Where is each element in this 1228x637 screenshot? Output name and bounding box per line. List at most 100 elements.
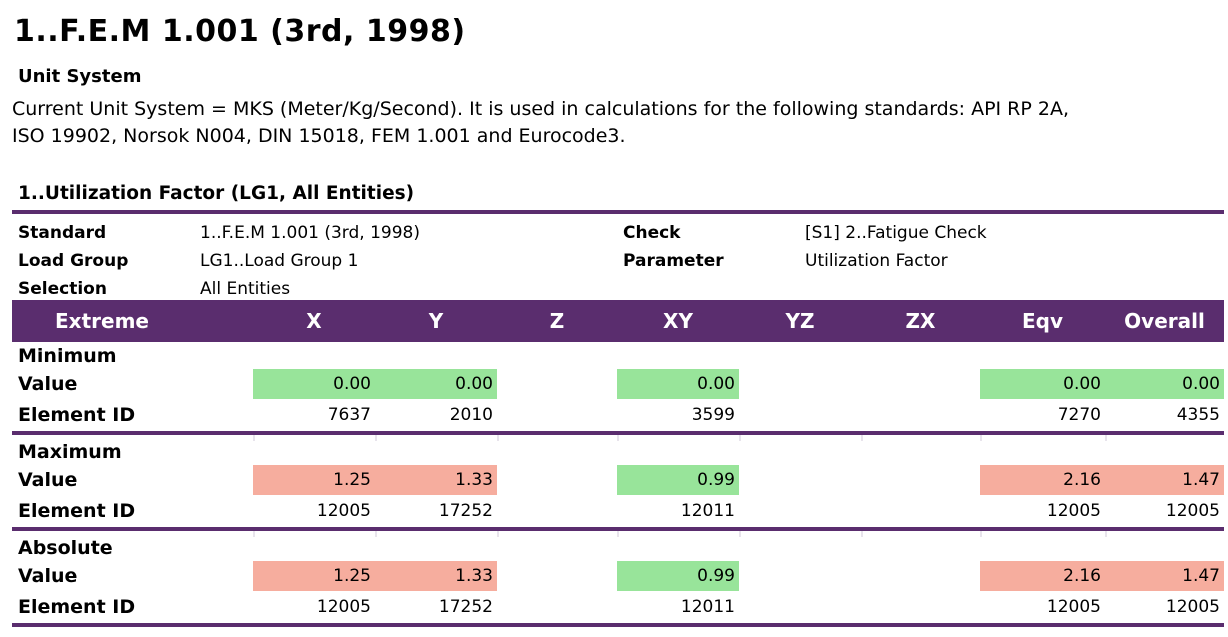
column-header-x: X <box>306 309 322 333</box>
value-row: Value 0.00 0.00 0.00 0.00 0.00 <box>12 369 1224 399</box>
element-id-cell-x: 12005 <box>316 597 371 617</box>
column-header-y: Y <box>428 309 444 333</box>
value-cell-eqv: 2.16 <box>980 561 1105 591</box>
check-label: Check <box>623 223 681 243</box>
element-id-cell-z <box>497 496 617 526</box>
element-id-cell-x: 7637 <box>327 405 371 425</box>
column-header-overall: Overall <box>1124 309 1205 333</box>
column-tick <box>497 531 499 537</box>
value-cell-eqv: 2.16 <box>980 465 1105 495</box>
selection-label: Selection <box>18 279 107 299</box>
load-group-value: LG1..Load Group 1 <box>200 251 359 271</box>
value-cell-zx <box>861 369 980 399</box>
unit-system-heading: Unit System <box>18 66 142 87</box>
element-id-cell-zx <box>861 400 980 430</box>
standard-label: Standard <box>18 223 107 243</box>
selection-value: All Entities <box>200 279 291 299</box>
element-id-cell-overall: 4355 <box>1176 405 1220 425</box>
value-label: Value <box>18 565 78 587</box>
column-tick <box>1105 435 1107 441</box>
value-cell-xy: 0.99 <box>617 561 739 591</box>
column-tick <box>617 531 619 537</box>
column-header-extreme: Extreme <box>55 309 149 333</box>
column-tick <box>1105 531 1107 537</box>
info-block: Standard 1..F.E.M 1.001 (3rd, 1998) Chec… <box>18 219 1224 303</box>
element-id-cell-overall: 12005 <box>1165 501 1220 521</box>
value-cell-z <box>497 561 617 591</box>
group-separator <box>12 623 1224 627</box>
element-id-cell-y: 17252 <box>438 597 493 617</box>
column-tick <box>861 531 863 537</box>
value-cell-yz <box>739 561 861 591</box>
element-id-cell-zx <box>861 496 980 526</box>
value-cell-y: 0.00 <box>375 369 497 399</box>
column-tick <box>617 435 619 441</box>
column-tick <box>980 531 982 537</box>
element-id-cell-overall: 12005 <box>1165 597 1220 617</box>
value-cell-x: 1.25 <box>253 465 375 495</box>
value-cell-xy: 0.00 <box>617 369 739 399</box>
load-group-label: Load Group <box>18 251 129 271</box>
column-tick <box>253 435 255 441</box>
value-cell-eqv: 0.00 <box>980 369 1105 399</box>
value-cell-x: 1.25 <box>253 561 375 591</box>
element-id-cell-yz <box>739 496 861 526</box>
element-id-row: Element ID 12005 17252 12011 12005 12005 <box>12 496 1224 526</box>
element-id-row: Element ID 7637 2010 3599 7270 4355 <box>12 400 1224 430</box>
check-value: [S1] 2..Fatigue Check <box>805 223 987 243</box>
element-id-label: Element ID <box>18 596 136 618</box>
group-title-minimum: Minimum <box>18 345 117 367</box>
column-tick <box>980 435 982 441</box>
unit-system-line-1: Current Unit System = MKS (Meter/Kg/Seco… <box>12 98 1069 120</box>
info-row-selection: Selection All Entities <box>18 275 1224 303</box>
table-header: Extreme X Y Z XY YZ ZX Eqv Overall <box>12 300 1224 342</box>
group-separator <box>12 431 1224 435</box>
column-tick <box>739 435 741 441</box>
unit-system-line-2: ISO 19902, Norsok N004, DIN 15018, FEM 1… <box>12 125 626 147</box>
column-header-zx: ZX <box>905 309 936 333</box>
element-id-cell-eqv: 7270 <box>1057 405 1101 425</box>
element-id-label: Element ID <box>18 500 136 522</box>
value-cell-zx <box>861 561 980 591</box>
value-cell-yz <box>739 465 861 495</box>
column-tick <box>739 531 741 537</box>
element-id-label: Element ID <box>18 404 136 426</box>
value-row: Value 1.25 1.33 0.99 2.16 1.47 <box>12 561 1224 591</box>
value-cell-x: 0.00 <box>253 369 375 399</box>
element-id-cell-x: 12005 <box>316 501 371 521</box>
value-label: Value <box>18 373 78 395</box>
standard-value: 1..F.E.M 1.001 (3rd, 1998) <box>200 223 420 243</box>
value-cell-z <box>497 465 617 495</box>
section-title: 1..Utilization Factor (LG1, All Entities… <box>18 183 415 204</box>
element-id-cell-z <box>497 400 617 430</box>
element-id-cell-zx <box>861 592 980 622</box>
element-id-cell-yz <box>739 400 861 430</box>
value-cell-yz <box>739 369 861 399</box>
value-label: Value <box>18 469 78 491</box>
value-cell-xy: 0.99 <box>617 465 739 495</box>
report-title: 1..F.E.M 1.001 (3rd, 1998) <box>14 14 466 49</box>
column-tick <box>375 531 377 537</box>
column-header-yz: YZ <box>785 309 815 333</box>
column-header-xy: XY <box>663 309 693 333</box>
value-cell-overall: 1.47 <box>1105 561 1224 591</box>
column-header-z: Z <box>549 309 565 333</box>
column-tick <box>861 435 863 441</box>
element-id-cell-yz <box>739 592 861 622</box>
value-cell-zx <box>861 465 980 495</box>
column-tick <box>497 435 499 441</box>
value-cell-overall: 1.47 <box>1105 465 1224 495</box>
element-id-cell-xy: 3599 <box>691 405 735 425</box>
column-header-eqv: Eqv <box>1021 309 1063 333</box>
parameter-value: Utilization Factor <box>805 251 948 271</box>
info-row-load-group: Load Group LG1..Load Group 1 Parameter U… <box>18 247 1224 275</box>
parameter-label: Parameter <box>623 251 724 271</box>
section-rule <box>12 210 1224 214</box>
column-tick <box>253 531 255 537</box>
element-id-cell-y: 2010 <box>449 405 493 425</box>
value-cell-y: 1.33 <box>375 465 497 495</box>
group-title-maximum: Maximum <box>18 441 122 463</box>
element-id-cell-xy: 12011 <box>680 597 735 617</box>
group-title-absolute: Absolute <box>18 537 113 559</box>
